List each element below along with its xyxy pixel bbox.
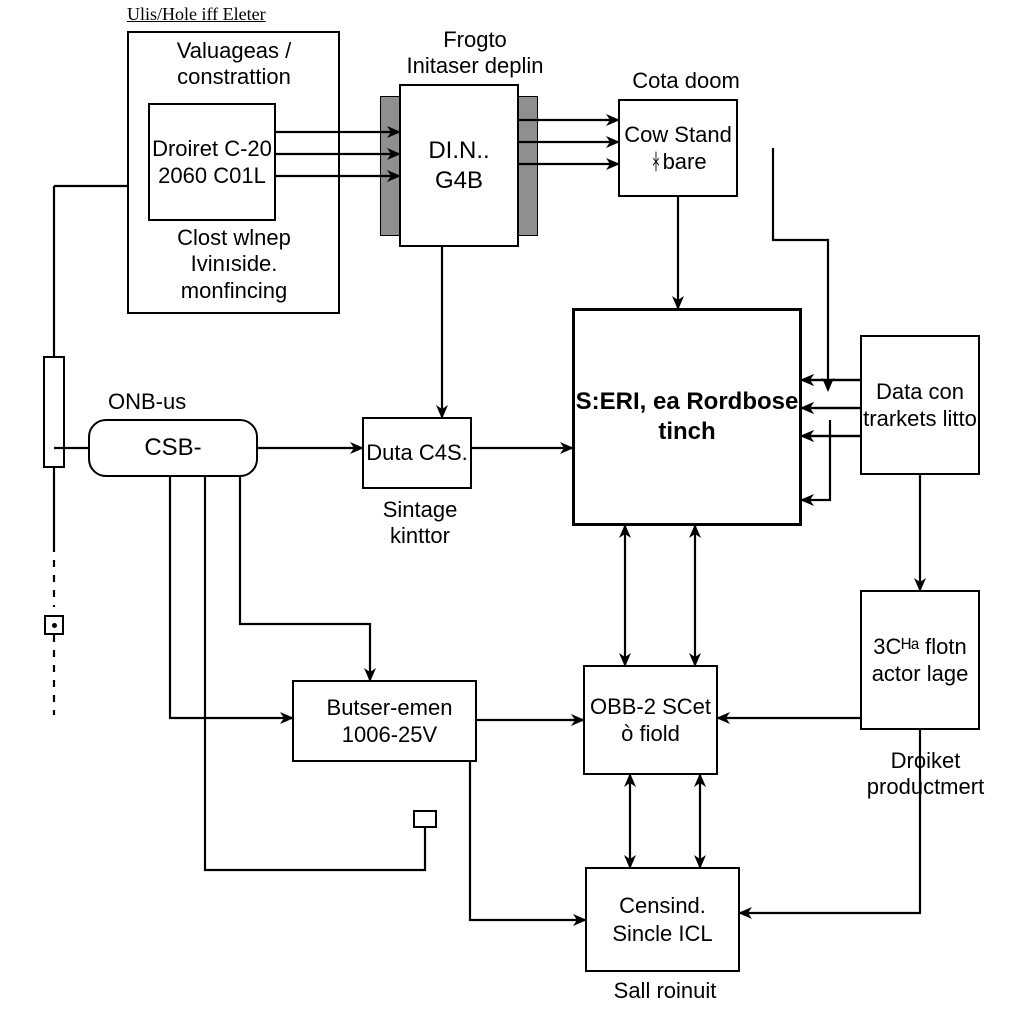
node-clost: Clost wlnep Ivinıside. monfincing bbox=[144, 225, 324, 305]
node-censind: Censind. Sincle ICL bbox=[585, 867, 740, 972]
node-cota_lbl: Cota doom bbox=[606, 68, 766, 94]
rail-resistor bbox=[43, 356, 65, 468]
node-droiket_lbl: Droiket productmert bbox=[838, 748, 1013, 798]
node-sintage_lbl: Sintage kinttor bbox=[360, 497, 480, 547]
node-title: Ulis/Hole iff Eleter bbox=[127, 4, 337, 30]
node-csb: CSB- bbox=[88, 419, 258, 477]
rail-sensor bbox=[44, 615, 64, 635]
node-butser: Butser-emen 1006-25V bbox=[292, 680, 477, 762]
node-cow: Cow Stand ᚼbare bbox=[618, 99, 738, 197]
node-duta: Duta C4S. bbox=[362, 417, 472, 489]
node-onbus_lbl: ONB-us bbox=[108, 389, 228, 413]
node-obb: OBB-2 SCet ò fiold bbox=[583, 665, 718, 775]
node-droiret: Droiret C-20 2060 C01L bbox=[148, 103, 276, 221]
node-frogto_lbl: Frogto Initaser deplin bbox=[370, 27, 580, 81]
junction-box bbox=[413, 810, 437, 828]
node-din: DI.N.. G4B bbox=[399, 84, 519, 247]
node-sall_lbl: Sall roinuit bbox=[590, 978, 740, 1002]
node-datacon: Data con trarkets litto bbox=[860, 335, 980, 475]
node-sieri: S:ERI, ea Rordbose tinch bbox=[572, 308, 802, 526]
node-flotn: 3Cᴴᵃ flotn actor lage bbox=[860, 590, 980, 730]
node-valcon_hdr: Valuageas / constrattion bbox=[144, 38, 324, 92]
